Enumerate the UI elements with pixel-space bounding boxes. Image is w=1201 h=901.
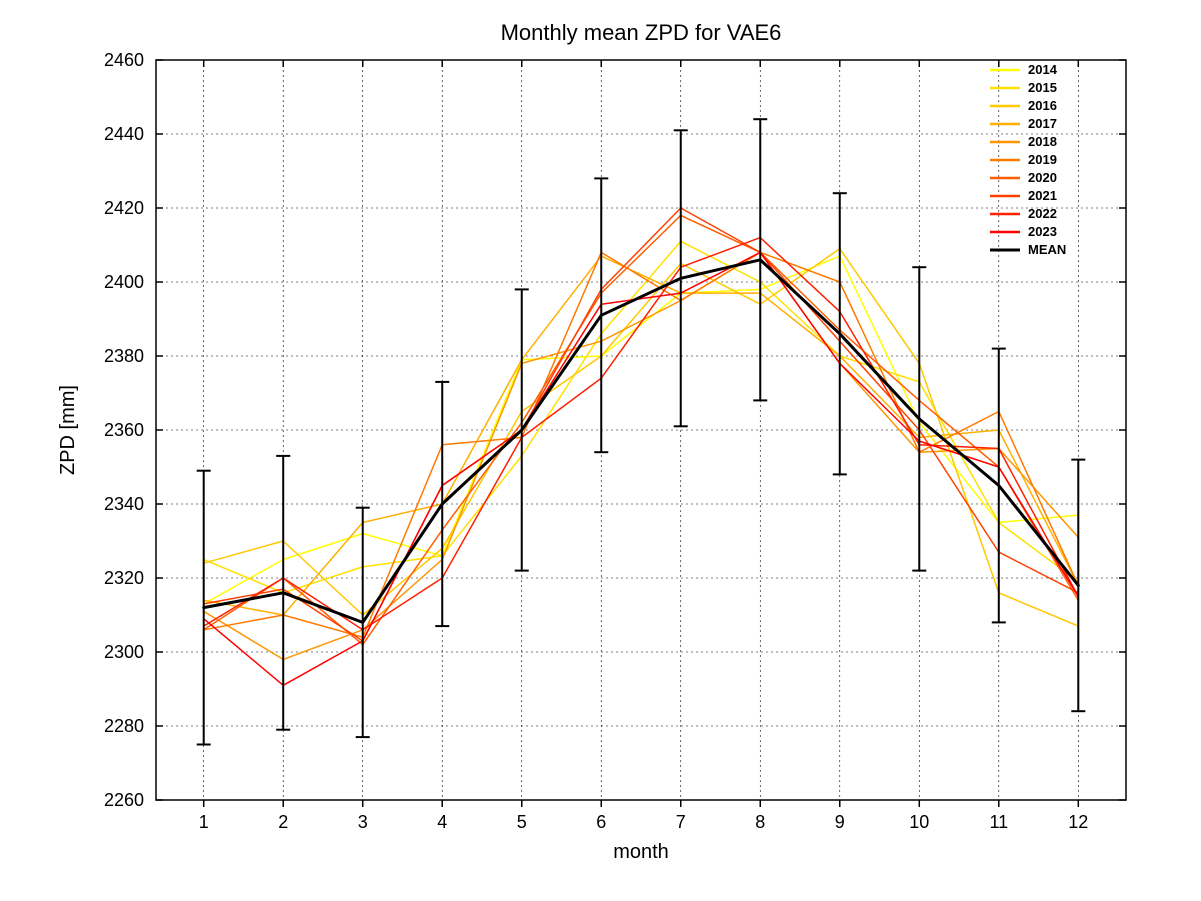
legend-label: 2014 <box>1028 62 1058 77</box>
xtick-label: 11 <box>989 812 1008 832</box>
chart-title: Monthly mean ZPD for VAE6 <box>501 20 782 45</box>
ytick-label: 2440 <box>104 124 144 144</box>
xtick-label: 10 <box>909 812 929 832</box>
xtick-label: 9 <box>835 812 845 832</box>
ytick-label: 2420 <box>104 198 144 218</box>
xtick-label: 12 <box>1068 812 1088 832</box>
ytick-label: 2260 <box>104 790 144 810</box>
ytick-label: 2340 <box>104 494 144 514</box>
legend-label: 2015 <box>1028 80 1057 95</box>
xtick-label: 4 <box>437 812 447 832</box>
legend-label: 2020 <box>1028 170 1057 185</box>
ylabel: ZPD [mm] <box>57 385 79 475</box>
xtick-label: 6 <box>596 812 606 832</box>
ytick-label: 2380 <box>104 346 144 366</box>
legend-label: 2016 <box>1028 98 1057 113</box>
ytick-label: 2400 <box>104 272 144 292</box>
xtick-label: 1 <box>199 812 209 832</box>
xlabel: month <box>613 841 669 863</box>
legend-label: 2023 <box>1028 224 1057 239</box>
ytick-label: 2320 <box>104 568 144 588</box>
legend-label: 2018 <box>1028 134 1057 149</box>
legend-label: 2019 <box>1028 152 1057 167</box>
xtick-label: 3 <box>358 812 368 832</box>
legend-label: 2021 <box>1028 188 1057 203</box>
chart-svg: 1234567891011122260228023002320234023602… <box>0 0 1201 901</box>
xtick-label: 8 <box>755 812 765 832</box>
ytick-label: 2280 <box>104 716 144 736</box>
chart-container: 1234567891011122260228023002320234023602… <box>0 0 1201 901</box>
ytick-label: 2300 <box>104 642 144 662</box>
ytick-label: 2460 <box>104 50 144 70</box>
xtick-label: 7 <box>676 812 686 832</box>
ytick-label: 2360 <box>104 420 144 440</box>
xtick-label: 5 <box>517 812 527 832</box>
legend-label: MEAN <box>1028 242 1066 257</box>
legend-label: 2017 <box>1028 116 1057 131</box>
xtick-label: 2 <box>278 812 288 832</box>
legend-label: 2022 <box>1028 206 1057 221</box>
